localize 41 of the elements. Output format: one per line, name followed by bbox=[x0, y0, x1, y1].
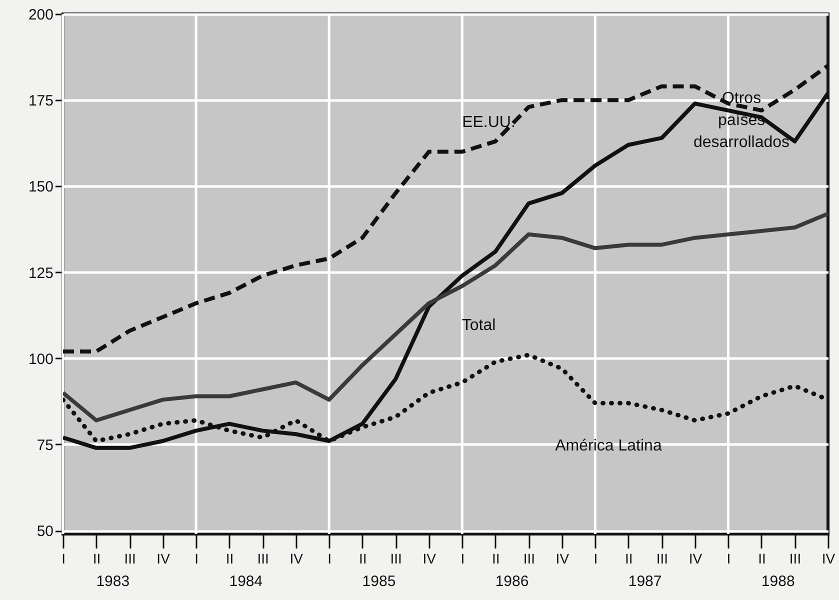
y-tick-label: 50 bbox=[36, 523, 54, 540]
y-tick-label: 200 bbox=[28, 6, 54, 24]
x-tick-label: II bbox=[226, 550, 234, 566]
series-label: Total bbox=[462, 317, 496, 334]
x-tick-label: III bbox=[257, 550, 269, 566]
y-tick-label: 175 bbox=[28, 92, 54, 110]
text: 1986 bbox=[495, 573, 529, 590]
x-tick-label: I bbox=[594, 550, 598, 566]
x-tick-label: I bbox=[62, 550, 66, 566]
text: 1988 bbox=[761, 573, 795, 590]
x-tick-label: III bbox=[523, 550, 535, 566]
x-tick-label: II bbox=[625, 550, 633, 566]
x-tick-label: II bbox=[358, 550, 367, 566]
x-tick-label: III bbox=[789, 550, 802, 566]
series-label: América Latina bbox=[555, 438, 662, 455]
x-tick-label: IV bbox=[290, 550, 304, 566]
line-series bbox=[63, 212, 828, 422]
x-tick-label: IV bbox=[156, 550, 171, 566]
text: 1983 bbox=[96, 573, 130, 590]
x-tick-label: IV bbox=[822, 550, 836, 566]
y-tick-label: 75 bbox=[36, 436, 54, 454]
x-tick-label: II bbox=[758, 550, 766, 566]
x-tick-label: II bbox=[92, 550, 101, 566]
y-tick-label: 100 bbox=[28, 350, 54, 368]
text: 1987 bbox=[628, 573, 662, 590]
x-tick-label: III bbox=[390, 550, 402, 566]
x-tick-label: IV bbox=[422, 550, 437, 566]
x-tick-label: III bbox=[124, 550, 136, 566]
x-tick-label: IV bbox=[556, 550, 570, 566]
series-label: EE.UU. bbox=[462, 114, 516, 131]
x-tick-label: II bbox=[492, 550, 500, 566]
text: 1984 bbox=[229, 573, 263, 590]
x-tick-label: III bbox=[656, 550, 668, 566]
y-tick-label: 150 bbox=[28, 178, 54, 196]
text: 1985 bbox=[362, 573, 396, 590]
x-tick-label: I bbox=[194, 550, 198, 566]
x-tick-label: I bbox=[460, 550, 465, 566]
y-tick-label: 125 bbox=[28, 264, 54, 282]
x-tick-label: IV bbox=[688, 550, 703, 566]
x-tick-label: I bbox=[726, 550, 731, 566]
x-tick-label: I bbox=[328, 550, 332, 566]
